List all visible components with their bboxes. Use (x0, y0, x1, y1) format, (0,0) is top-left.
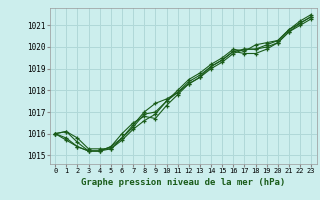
X-axis label: Graphe pression niveau de la mer (hPa): Graphe pression niveau de la mer (hPa) (81, 178, 285, 187)
